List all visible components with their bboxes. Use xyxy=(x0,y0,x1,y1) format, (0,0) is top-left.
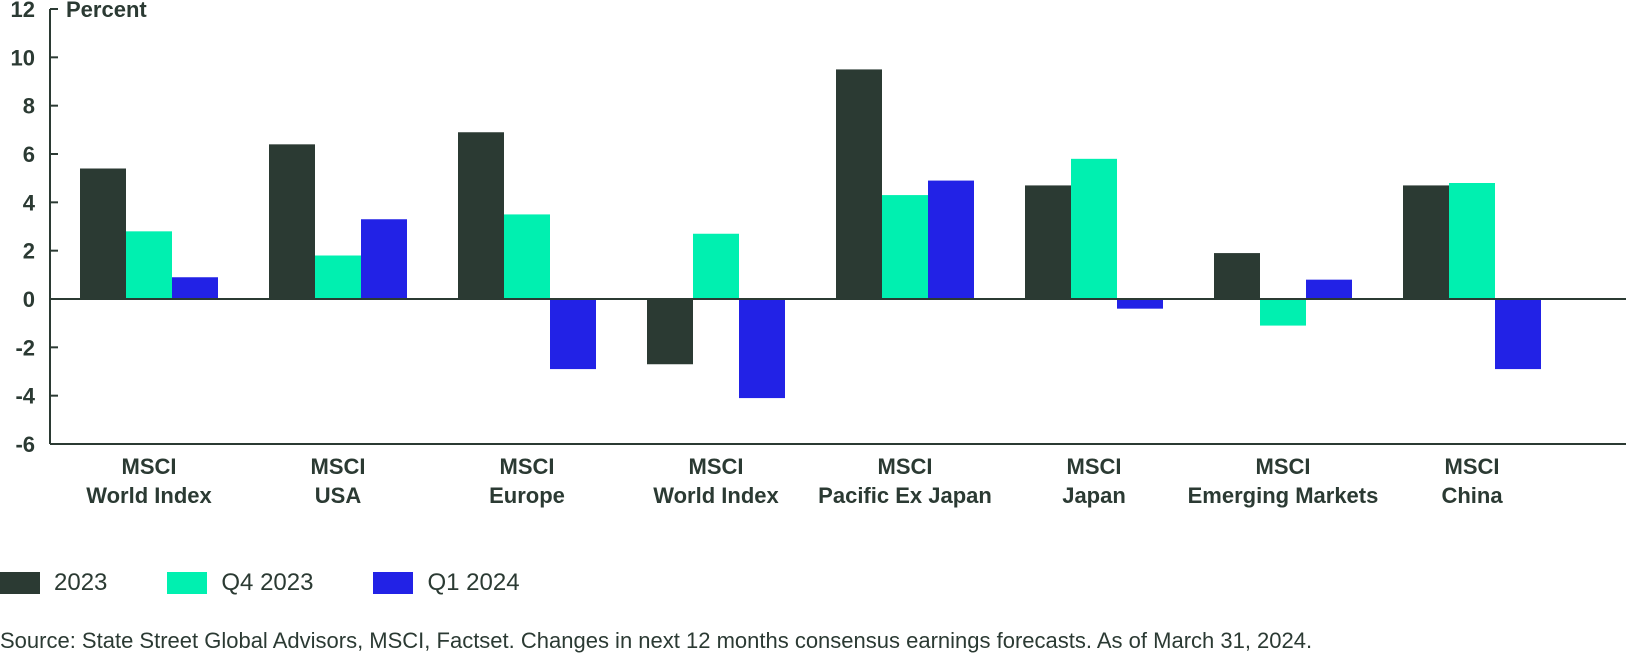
legend-item: Q4 2023 xyxy=(167,569,313,597)
y-tick-label: 0 xyxy=(23,287,35,312)
bar-q1-2024 xyxy=(172,277,218,299)
category-label: MSCI xyxy=(122,454,177,479)
category-label: Pacific Ex Japan xyxy=(818,483,992,508)
bar-q4-2023 xyxy=(1449,183,1495,299)
category-label: MSCI xyxy=(1256,454,1311,479)
category-label: Japan xyxy=(1062,483,1126,508)
legend-label: 2023 xyxy=(54,569,108,596)
category-label: MSCI xyxy=(1445,454,1500,479)
category-label: MSCI xyxy=(1067,454,1122,479)
bar-q1-2024 xyxy=(739,299,785,399)
legend-swatch xyxy=(0,572,40,594)
y-tick-label: 4 xyxy=(23,190,36,215)
bar-q4-2023 xyxy=(693,233,739,299)
category-label: World Index xyxy=(653,483,779,508)
category-label: Emerging Markets xyxy=(1188,483,1379,508)
category-label: MSCI xyxy=(878,454,933,479)
bar-q4-2023 xyxy=(504,214,550,299)
y-tick-label: -6 xyxy=(15,432,35,457)
y-tick-label: 12 xyxy=(11,0,35,22)
bar-q4-2023 xyxy=(882,195,928,299)
bar-2023 xyxy=(1025,185,1071,299)
bar-2023 xyxy=(458,132,504,299)
bar-q1-2024 xyxy=(1306,279,1352,299)
y-tick-label: 8 xyxy=(23,94,35,119)
y-tick-label: 10 xyxy=(11,45,35,70)
bar-q4-2023 xyxy=(126,231,172,299)
bar-q1-2024 xyxy=(1117,299,1163,309)
bar-q1-2024 xyxy=(550,299,596,370)
legend-swatch xyxy=(373,572,414,594)
bar-q1-2024 xyxy=(1495,299,1541,370)
y-tick-label: 2 xyxy=(23,239,35,264)
bar-2023 xyxy=(1403,185,1449,299)
legend-item: 2023 xyxy=(0,569,107,597)
y-axis-title: Percent xyxy=(66,0,147,22)
y-tick-label: -2 xyxy=(15,335,35,360)
legend-item: Q1 2024 xyxy=(373,569,520,597)
category-labels: MSCI World Index MSCI USA MSCI Europe MSCI Worl… xyxy=(86,454,1503,508)
source-note: Source: State Street Global Advisors, MS… xyxy=(0,628,1313,653)
bar-2023 xyxy=(647,299,693,365)
legend-label: Q4 2023 xyxy=(221,569,314,596)
bar-q4-2023 xyxy=(315,255,361,299)
category-label: MSCI xyxy=(311,454,366,479)
category-label: MSCI xyxy=(500,454,555,479)
legend-swatch xyxy=(167,572,208,594)
bar-2023 xyxy=(836,69,882,300)
bar-2023 xyxy=(80,168,126,299)
bars xyxy=(50,69,1626,399)
legend-label: Q1 2024 xyxy=(427,569,520,596)
category-label: USA xyxy=(315,483,362,508)
category-label: China xyxy=(1441,483,1503,508)
y-tick-label: 6 xyxy=(23,142,35,167)
bar-2023 xyxy=(269,144,315,299)
bar-q1-2024 xyxy=(361,219,407,299)
bar-q4-2023 xyxy=(1071,158,1117,299)
bar-q4-2023 xyxy=(1260,299,1306,326)
category-label: World Index xyxy=(86,483,212,508)
category-label: MSCI xyxy=(689,454,744,479)
y-axis: 12 10 8 6 4 2 0 -2 -4 -6 Percent xyxy=(11,0,1626,457)
legend: 2023 Q4 2023 Q1 2024 xyxy=(0,569,580,597)
category-label: Europe xyxy=(489,483,565,508)
bar-2023 xyxy=(1214,253,1260,299)
y-tick-label: -4 xyxy=(15,384,35,409)
bar-q1-2024 xyxy=(928,180,974,299)
